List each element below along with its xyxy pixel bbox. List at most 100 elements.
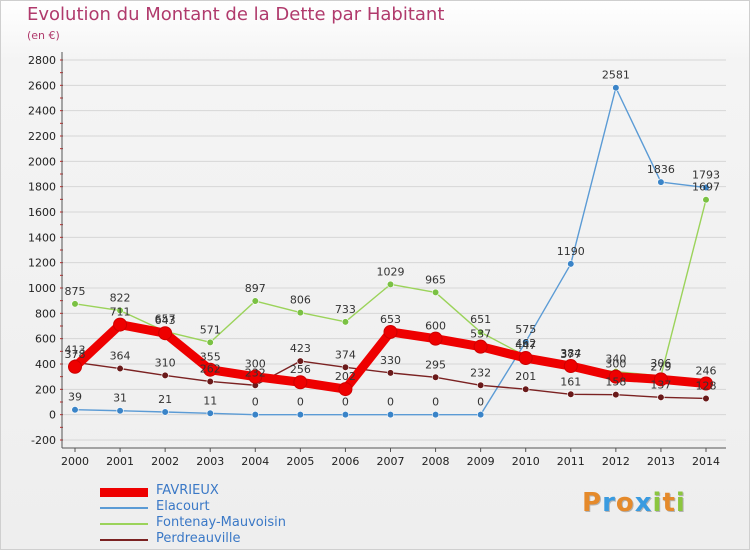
data-point xyxy=(158,326,173,341)
y-tick-label: 600 xyxy=(35,333,56,346)
data-point xyxy=(116,407,124,415)
data-point xyxy=(161,408,169,416)
x-tick-label: 2012 xyxy=(602,455,630,468)
data-label: 657 xyxy=(155,312,176,325)
data-label: 202 xyxy=(335,370,356,383)
data-point xyxy=(341,411,350,419)
y-tick-label: 2600 xyxy=(28,79,56,92)
data-point xyxy=(477,328,485,336)
y-tick-label: 200 xyxy=(35,383,56,396)
logo-letter: x xyxy=(634,488,653,518)
data-label: 256 xyxy=(290,363,311,376)
data-label: 300 xyxy=(245,358,266,371)
data-point xyxy=(657,178,665,186)
logo-letter: P xyxy=(582,488,603,518)
data-label: 1793 xyxy=(692,169,720,182)
data-label: 965 xyxy=(425,273,446,286)
x-tick-label: 2002 xyxy=(151,455,179,468)
y-tick-label: 1600 xyxy=(28,206,56,219)
x-tick-label: 2001 xyxy=(106,455,134,468)
y-tick-label: 2000 xyxy=(28,155,56,168)
data-label: 306 xyxy=(650,357,671,370)
legend-label: FAVRIEUX xyxy=(156,483,219,498)
data-label: 897 xyxy=(245,282,266,295)
legend-swatch xyxy=(100,487,148,497)
y-tick-label: 400 xyxy=(35,358,56,371)
x-tick-label: 2000 xyxy=(61,455,89,468)
data-point xyxy=(68,359,82,374)
logo-letter: r xyxy=(602,488,616,518)
y-tick-label: -200 xyxy=(31,434,56,447)
data-point xyxy=(702,183,710,192)
data-label: 651 xyxy=(470,313,491,326)
data-label: 378 xyxy=(65,348,86,361)
y-tick-label: 1400 xyxy=(28,231,56,244)
x-tick-label: 2010 xyxy=(512,455,540,468)
data-point xyxy=(428,331,443,346)
legend-swatch xyxy=(100,539,148,541)
data-label: 711 xyxy=(110,306,131,319)
data-label: 0 xyxy=(297,396,304,409)
data-point xyxy=(251,297,259,305)
y-tick-label: 800 xyxy=(35,307,56,320)
data-point xyxy=(386,369,395,377)
data-point xyxy=(518,351,533,366)
y-tick-label: 1200 xyxy=(28,257,56,270)
data-label: 447 xyxy=(515,339,536,352)
data-label: 137 xyxy=(650,378,671,391)
data-point xyxy=(338,382,353,397)
data-label: 806 xyxy=(290,294,311,307)
data-label: 300 xyxy=(605,358,626,371)
data-label: 232 xyxy=(470,366,491,379)
data-label: 355 xyxy=(200,351,221,364)
data-point xyxy=(296,308,304,317)
x-tick-label: 2003 xyxy=(196,455,224,468)
data-point xyxy=(431,288,440,297)
data-label: 1190 xyxy=(557,245,585,258)
data-label: 39 xyxy=(68,391,82,404)
logo-letter: i xyxy=(652,488,663,518)
data-label: 733 xyxy=(335,303,356,316)
logo-letter: i xyxy=(675,488,686,518)
data-point xyxy=(657,393,665,401)
data-label: 462 xyxy=(515,337,536,350)
data-point xyxy=(477,411,485,419)
data-point xyxy=(608,369,623,384)
data-point xyxy=(206,377,214,386)
data-label: 0 xyxy=(387,396,394,409)
data-label: 1836 xyxy=(647,163,675,176)
data-point xyxy=(567,260,575,268)
legend-label: Perdreauville xyxy=(156,531,241,546)
data-label: 423 xyxy=(290,342,311,355)
data-point xyxy=(71,406,79,414)
data-label: 0 xyxy=(252,396,259,409)
data-point xyxy=(383,324,398,339)
data-point xyxy=(293,375,308,390)
logo-letter: t xyxy=(662,488,676,518)
data-label: 643 xyxy=(155,314,176,327)
data-point xyxy=(206,338,214,346)
data-point xyxy=(567,390,575,398)
x-tick-label: 2014 xyxy=(692,455,720,468)
y-tick-label: 2200 xyxy=(28,130,56,143)
data-label: 262 xyxy=(200,362,221,375)
data-label: 31 xyxy=(113,392,127,405)
proxiti-logo: Proxiti xyxy=(582,488,686,518)
data-label: 377 xyxy=(560,348,581,361)
chart-title: Evolution du Montant de la Dette par Hab… xyxy=(27,4,445,25)
y-tick-label: 2800 xyxy=(28,54,56,67)
x-tick-label: 2006 xyxy=(331,455,359,468)
x-tick-label: 2007 xyxy=(377,455,405,468)
data-point xyxy=(296,357,304,365)
x-tick-label: 2004 xyxy=(241,455,269,468)
data-point xyxy=(341,363,350,371)
data-point xyxy=(702,196,710,204)
legend-swatch xyxy=(100,507,148,509)
data-point xyxy=(203,362,218,377)
chart-unit: (en €) xyxy=(27,29,60,42)
legend-label: Elacourt xyxy=(156,499,210,514)
data-label: 384 xyxy=(560,347,581,360)
data-label: 571 xyxy=(200,323,221,336)
data-point xyxy=(477,381,485,389)
